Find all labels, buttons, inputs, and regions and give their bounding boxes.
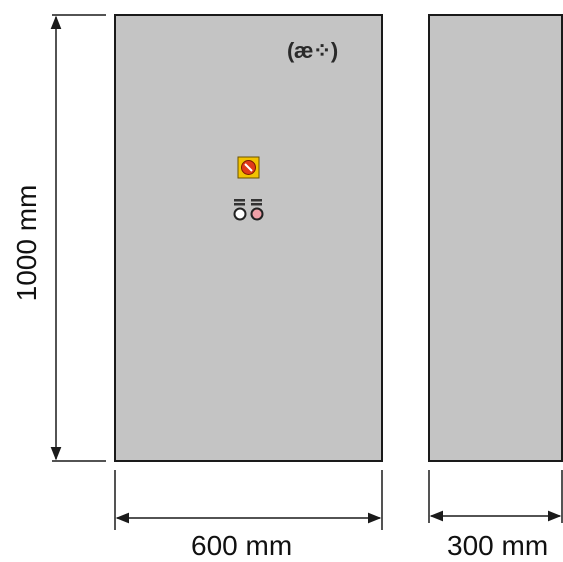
width-dimension [114, 470, 383, 530]
depth-dimension [428, 470, 563, 523]
depth-label: 300 mm [447, 530, 549, 561]
indicator-lamps-icon [233, 199, 264, 221]
height-dimension [50, 14, 106, 462]
width-label: 600 mm [191, 530, 293, 561]
brand-logo: (æ⁘) [287, 38, 338, 63]
height-label: 1000 mm [11, 184, 42, 302]
main-switch-icon [237, 156, 260, 179]
cabinet-front-view [114, 14, 383, 462]
cabinet-side-view [428, 14, 563, 462]
